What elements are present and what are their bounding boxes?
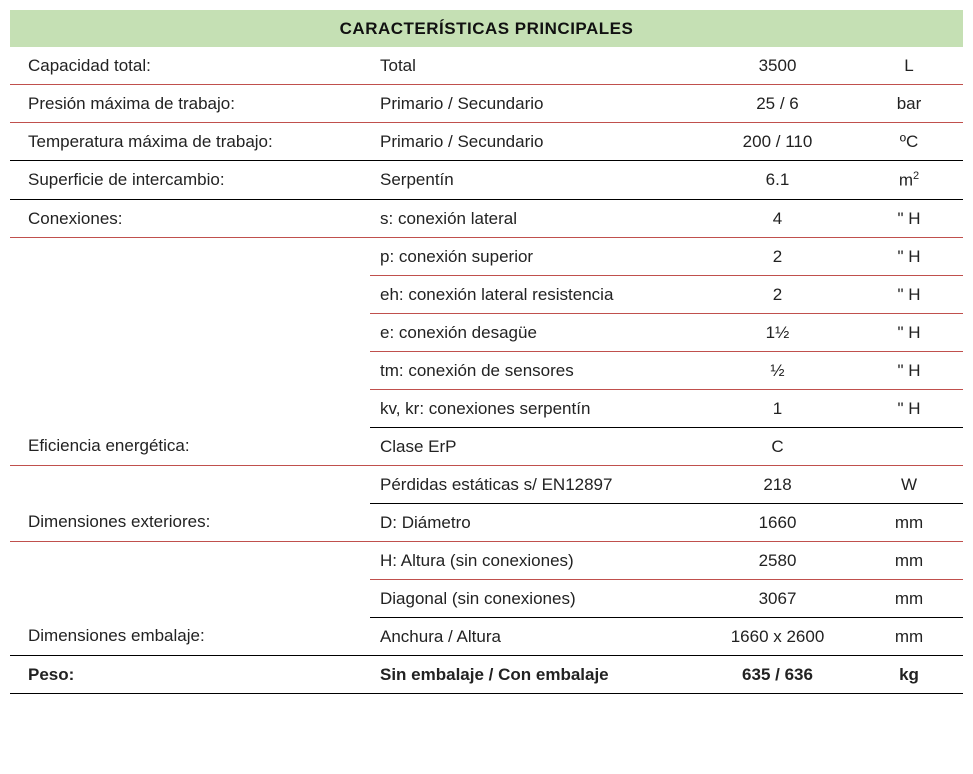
row-unit: bar	[855, 85, 963, 123]
row-unit: mm	[855, 579, 963, 617]
row-description: Primario / Secundario	[370, 123, 700, 161]
row-label	[10, 465, 370, 503]
table-row: p: conexión superior2" H	[10, 237, 963, 275]
row-description: kv, kr: conexiones serpentín	[370, 389, 700, 427]
row-value: 218	[700, 465, 855, 503]
row-description: Anchura / Altura	[370, 617, 700, 655]
row-label	[10, 541, 370, 579]
table-row: Dimensiones exteriores:D: Diámetro1660mm	[10, 503, 963, 541]
row-value: 1½	[700, 313, 855, 351]
row-value: 4	[700, 199, 855, 237]
table-row: Superficie de intercambio:Serpentín6.1m2	[10, 161, 963, 200]
row-label: Peso:	[10, 655, 370, 693]
row-value: 1660 x 2600	[700, 617, 855, 655]
row-value: 2580	[700, 541, 855, 579]
row-label: Dimensiones exteriores:	[10, 503, 370, 541]
row-description: Primario / Secundario	[370, 85, 700, 123]
row-label: Superficie de intercambio:	[10, 161, 370, 200]
table-row: tm: conexión de sensores½" H	[10, 351, 963, 389]
row-value: ½	[700, 351, 855, 389]
row-value: 2	[700, 275, 855, 313]
row-value: 25 / 6	[700, 85, 855, 123]
row-description: Serpentín	[370, 161, 700, 200]
row-value: 635 / 636	[700, 655, 855, 693]
row-unit: W	[855, 465, 963, 503]
row-label: Eficiencia energética:	[10, 427, 370, 465]
table-row: Eficiencia energética:Clase ErPC	[10, 427, 963, 465]
row-unit: mm	[855, 541, 963, 579]
row-label	[10, 389, 370, 427]
table-row: H: Altura (sin conexiones)2580mm	[10, 541, 963, 579]
row-description: Sin embalaje / Con embalaje	[370, 655, 700, 693]
row-label: Presión máxima de trabajo:	[10, 85, 370, 123]
row-description: Total	[370, 47, 700, 85]
row-unit: " H	[855, 389, 963, 427]
table-row: Capacidad total:Total3500L	[10, 47, 963, 85]
row-description: Pérdidas estáticas s/ EN12897	[370, 465, 700, 503]
row-unit: " H	[855, 199, 963, 237]
row-unit: mm	[855, 503, 963, 541]
row-description: H: Altura (sin conexiones)	[370, 541, 700, 579]
row-unit: " H	[855, 237, 963, 275]
row-value: 3500	[700, 47, 855, 85]
row-unit: ºC	[855, 123, 963, 161]
table-row: Pérdidas estáticas s/ EN12897218W	[10, 465, 963, 503]
row-value: C	[700, 427, 855, 465]
row-label	[10, 313, 370, 351]
row-label	[10, 351, 370, 389]
table-row: Presión máxima de trabajo:Primario / Sec…	[10, 85, 963, 123]
row-unit: " H	[855, 313, 963, 351]
row-description: eh: conexión lateral resistencia	[370, 275, 700, 313]
table-row: Dimensiones embalaje:Anchura / Altura166…	[10, 617, 963, 655]
row-description: Diagonal (sin conexiones)	[370, 579, 700, 617]
row-description: Clase ErP	[370, 427, 700, 465]
spec-table: CARACTERÍSTICAS PRINCIPALES Capacidad to…	[10, 10, 963, 694]
row-unit: " H	[855, 351, 963, 389]
row-description: s: conexión lateral	[370, 199, 700, 237]
table-row: Peso:Sin embalaje / Con embalaje635 / 63…	[10, 655, 963, 693]
row-value: 1	[700, 389, 855, 427]
row-description: p: conexión superior	[370, 237, 700, 275]
table-row: kv, kr: conexiones serpentín1" H	[10, 389, 963, 427]
table-row: eh: conexión lateral resistencia2" H	[10, 275, 963, 313]
row-label: Temperatura máxima de trabajo:	[10, 123, 370, 161]
table-row: e: conexión desagüe1½" H	[10, 313, 963, 351]
row-label	[10, 275, 370, 313]
row-label: Conexiones:	[10, 199, 370, 237]
row-description: tm: conexión de sensores	[370, 351, 700, 389]
row-value: 200 / 110	[700, 123, 855, 161]
row-unit	[855, 427, 963, 465]
row-label	[10, 237, 370, 275]
table-row: Temperatura máxima de trabajo:Primario /…	[10, 123, 963, 161]
row-value: 2	[700, 237, 855, 275]
row-unit: m2	[855, 161, 963, 200]
table-row: Conexiones:s: conexión lateral4" H	[10, 199, 963, 237]
row-value: 1660	[700, 503, 855, 541]
row-label: Capacidad total:	[10, 47, 370, 85]
row-description: e: conexión desagüe	[370, 313, 700, 351]
row-unit: L	[855, 47, 963, 85]
table-title: CARACTERÍSTICAS PRINCIPALES	[10, 10, 963, 47]
row-value: 3067	[700, 579, 855, 617]
row-value: 6.1	[700, 161, 855, 200]
row-description: D: Diámetro	[370, 503, 700, 541]
table-row: Diagonal (sin conexiones)3067mm	[10, 579, 963, 617]
table-body: Capacidad total:Total3500LPresión máxima…	[10, 47, 963, 693]
row-unit: mm	[855, 617, 963, 655]
row-unit: " H	[855, 275, 963, 313]
row-label	[10, 579, 370, 617]
row-label: Dimensiones embalaje:	[10, 617, 370, 655]
row-unit: kg	[855, 655, 963, 693]
table-header-row: CARACTERÍSTICAS PRINCIPALES	[10, 10, 963, 47]
